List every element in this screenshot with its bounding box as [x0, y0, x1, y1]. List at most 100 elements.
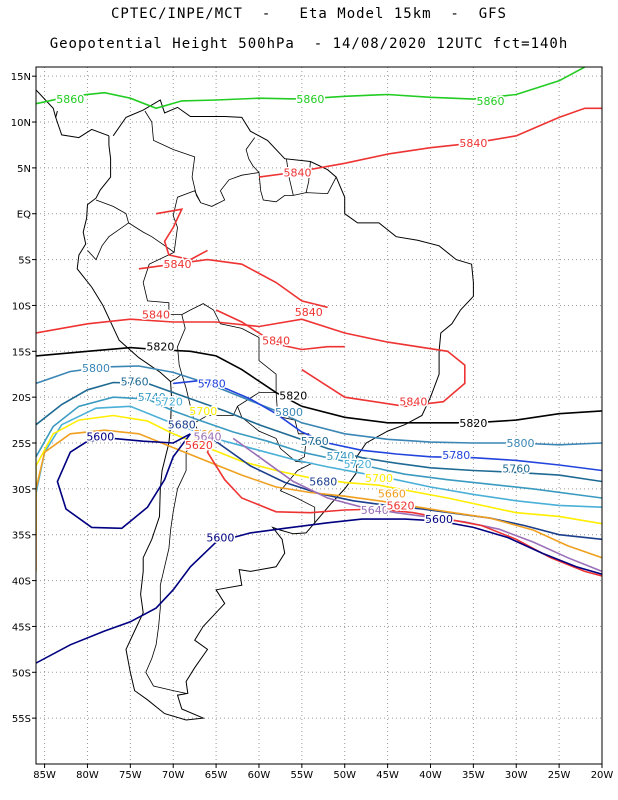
lat-tick-label: 10N — [11, 118, 31, 129]
map-title-line2: Geopotential Height 500hPa - 14/08/2020 … — [49, 36, 569, 52]
contour-label-5600: 5600 — [206, 531, 234, 544]
lon-tick-label: 85W — [33, 770, 56, 781]
contour-segment — [56, 433, 192, 530]
coastline — [76, 99, 474, 721]
contour-label-5640: 5640 — [361, 504, 389, 517]
contour-5740 — [36, 396, 602, 499]
contour-label-5720: 5720 — [344, 458, 372, 471]
lon-tick-label: 35W — [462, 770, 485, 781]
contour-5840 — [36, 318, 466, 408]
contour-label-5600: 5600 — [86, 431, 114, 444]
contour-label-5660: 5660 — [194, 428, 222, 441]
contour-label-5840: 5840 — [284, 166, 312, 179]
lat-tick-label: 55S — [12, 714, 31, 725]
contour-5720 — [36, 405, 602, 508]
lon-tick-label: 45W — [376, 770, 399, 781]
axis-ticks: 85W 80W 75W 70W 65W 60W 55W 50W 45W 40W 35W 30W 25W 2… — [11, 72, 614, 781]
country-border — [181, 303, 277, 424]
contour-label-5840: 5840 — [164, 258, 192, 271]
contour-label-5780: 5780 — [198, 377, 226, 390]
coastline — [36, 89, 57, 118]
country-border — [286, 158, 294, 196]
country-border — [128, 222, 182, 315]
contour-5680 — [198, 428, 602, 541]
lon-tick-label: 30W — [505, 770, 528, 781]
lat-tick-label: 35S — [12, 531, 31, 542]
contour-label-5840: 5840 — [459, 137, 487, 150]
contour-label-5760: 5760 — [121, 376, 149, 389]
lat-lon-grid — [36, 67, 603, 764]
contour-5700 — [36, 414, 602, 535]
contour-label-5680: 5680 — [168, 419, 196, 432]
contour-label-5780: 5780 — [442, 449, 470, 462]
lon-tick-label: 40W — [419, 770, 442, 781]
lat-tick-label: 15S — [12, 347, 31, 358]
lon-tick-label: 50W — [333, 770, 356, 781]
country-border — [145, 422, 200, 694]
contour-label-5700: 5700 — [189, 405, 217, 418]
contour-label-5800: 5800 — [275, 406, 303, 419]
contour-segment — [138, 258, 328, 309]
lat-tick-label: 10S — [12, 301, 31, 312]
lon-tick-label: 70W — [162, 770, 185, 781]
contour-label-5620: 5620 — [386, 499, 414, 512]
lat-tick-label: 30S — [12, 485, 31, 496]
contour-label-5740: 5740 — [326, 450, 354, 463]
contour-label-5800: 5800 — [507, 437, 535, 450]
lat-tick-label: 20S — [12, 393, 31, 404]
contour-label-5720: 5720 — [155, 396, 183, 409]
contour-label-5600: 5600 — [425, 513, 453, 526]
contour-labels: 5860 5860 5860 5840 5840 5840 5840 5840 5840 5840… — [55, 92, 536, 546]
contour-label-5800: 5800 — [82, 362, 110, 375]
country-border — [170, 314, 186, 382]
contour-segment — [258, 107, 602, 178]
contour-label-5840: 5840 — [295, 306, 323, 319]
lon-tick-label: 75W — [119, 770, 142, 781]
contour-label-5740: 5740 — [138, 391, 166, 404]
contour-label-5860: 5860 — [56, 93, 84, 106]
lon-tick-label: 20W — [591, 770, 614, 781]
map-title-line1: CPTEC/INPE/MCT - Eta Model 15km - GFS — [110, 6, 507, 22]
contour-segment — [155, 208, 208, 261]
contour-5780 — [173, 379, 602, 472]
contour-segment — [215, 309, 345, 351]
contour-5860 — [36, 67, 586, 110]
contour-label-5760: 5760 — [301, 435, 329, 448]
country-border — [200, 172, 260, 207]
contour-5600 — [36, 518, 602, 664]
contour-5660 — [36, 429, 602, 572]
contour-5800 — [36, 365, 602, 446]
contour-label-5820: 5820 — [146, 341, 174, 354]
contour-label-5700: 5700 — [365, 472, 393, 485]
lon-tick-label: 60W — [248, 770, 271, 781]
contour-label-5860: 5860 — [296, 93, 324, 106]
lat-tick-label: 40S — [12, 577, 31, 588]
coastline — [55, 110, 110, 139]
contour-5820 — [36, 346, 602, 424]
lon-tick-label: 80W — [76, 770, 99, 781]
lat-tick-label: 5S — [18, 256, 31, 267]
plot-frame — [35, 66, 603, 765]
contour-label-5820: 5820 — [459, 417, 487, 430]
contour-label-5760: 5760 — [502, 463, 530, 476]
contour-label-5840: 5840 — [262, 334, 290, 347]
contour-lines — [36, 67, 602, 664]
contour-label-5840: 5840 — [399, 396, 427, 409]
lat-tick-label: 50S — [12, 668, 31, 679]
lat-tick-label: 15N — [11, 72, 31, 83]
contour-label-5840: 5840 — [142, 309, 170, 322]
lon-tick-label: 55W — [291, 770, 314, 781]
contour-5760 — [36, 381, 602, 483]
contour-label-5660: 5660 — [378, 487, 406, 500]
contour-label-5820: 5820 — [279, 389, 307, 402]
country-border — [172, 190, 202, 253]
contour-5640 — [232, 437, 602, 573]
lat-tick-label: EQ — [17, 210, 31, 221]
lat-tick-label: 25S — [12, 439, 31, 450]
lat-tick-label: 5N — [17, 164, 31, 175]
country-border — [305, 161, 311, 193]
country-border — [87, 199, 130, 261]
contour-label-5680: 5680 — [309, 476, 337, 489]
contour-label-5860: 5860 — [477, 95, 505, 108]
